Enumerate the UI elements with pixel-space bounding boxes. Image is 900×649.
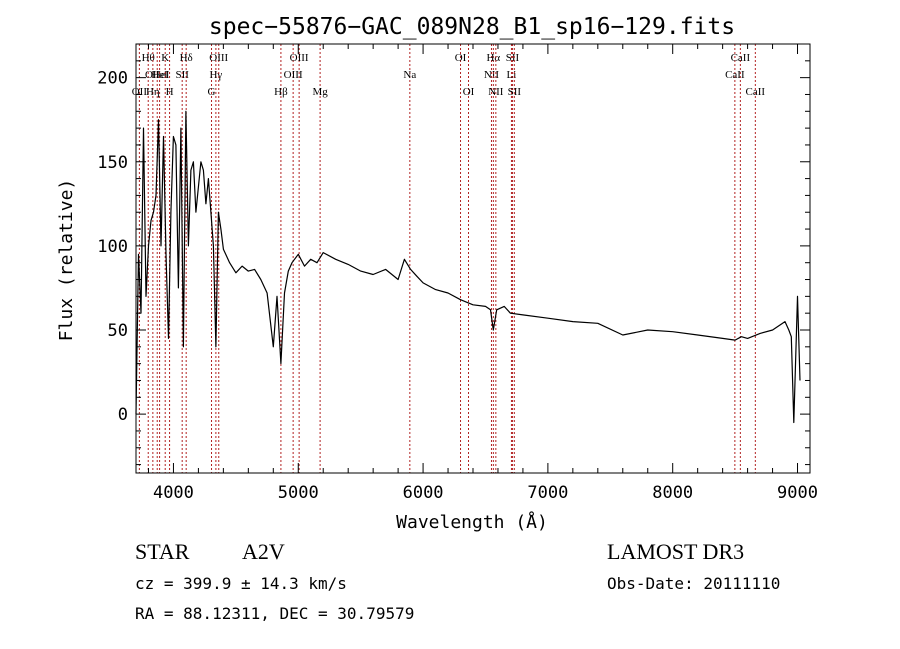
spectral-line-label: OIII [290, 52, 309, 64]
x-tick-label: 7000 [527, 483, 568, 503]
object-class: STAR [135, 539, 190, 564]
spectral-line-label: Li [507, 69, 517, 81]
object-subclass: A2V [242, 539, 285, 564]
spectral-line-label: Hθ [142, 52, 155, 64]
spectral-line-markers: OIIHθHηOHeIHeIKHSIIHδGHγOIIIHβOIIIOIIIMg… [132, 44, 766, 473]
spectral-line-label: K [161, 52, 169, 64]
spectral-line-label: OHeI [145, 69, 170, 81]
coordinates: RA = 88.12311, DEC = 30.79579 [135, 604, 415, 623]
axes: 4000 5000 6000 7000 8000 9000 0 50 100 150 200 [97, 44, 818, 503]
x-tick-label: 8000 [652, 483, 693, 503]
spectral-line-label: Hδ [180, 52, 193, 64]
spectral-line-label: OI [455, 52, 467, 64]
spectral-line-label: CaII [725, 69, 745, 81]
y-axis-label: Flux (relative) [56, 179, 77, 342]
spectral-line-label: Hη [146, 86, 160, 98]
spectral-line-label: Hα [486, 52, 500, 64]
x-tick-label: 5000 [278, 483, 319, 503]
spectral-line-label: SII [506, 52, 520, 64]
spectral-line-label: OII [132, 86, 148, 98]
spectral-line-label: G [208, 86, 216, 98]
spectral-line-label: Hγ [209, 69, 222, 81]
y-tick-label: 100 [97, 237, 128, 257]
spectral-line-label: HeI [151, 69, 168, 81]
spectral-line-label: SII [175, 69, 189, 81]
spectral-line-label: OIII [284, 69, 303, 81]
plot-frame [135, 43, 811, 474]
survey-name: LAMOST DR3 [607, 539, 745, 564]
y-tick-label: 0 [118, 405, 128, 425]
spectral-line-label: Na [403, 69, 416, 81]
spectral-line-label: NII [484, 69, 500, 81]
y-tick-label: 50 [108, 321, 128, 341]
x-tick-label: 9000 [777, 483, 818, 503]
observation-date: Obs-Date: 20111110 [607, 574, 781, 593]
y-tick-label: 200 [97, 69, 128, 89]
spectral-line-label: H [166, 86, 174, 98]
x-tick-label: 6000 [403, 483, 444, 503]
chart-title: spec−55876−GAC_089N28_B1_sp16−129.fits [209, 14, 735, 40]
spectral-line-label: CaII [731, 52, 751, 64]
x-tick-label: 4000 [153, 483, 194, 503]
x-axis-label: Wavelength (Å) [396, 511, 548, 533]
spectral-line-label: OI [463, 86, 475, 98]
spectral-line-label: Mg [312, 86, 328, 98]
spectral-line-label: Hβ [274, 86, 288, 98]
spectrum-trace [135, 110, 801, 424]
spectral-line-label: OIII [209, 52, 228, 64]
spectral-line-label: SII [508, 86, 522, 98]
spectral-line-label: CaII [746, 86, 766, 98]
spectral-line-label: NII [488, 86, 504, 98]
redshift-value: cz = 399.9 ± 14.3 km/s [135, 574, 347, 593]
y-tick-label: 150 [97, 153, 128, 173]
spectrum-line [135, 110, 801, 424]
